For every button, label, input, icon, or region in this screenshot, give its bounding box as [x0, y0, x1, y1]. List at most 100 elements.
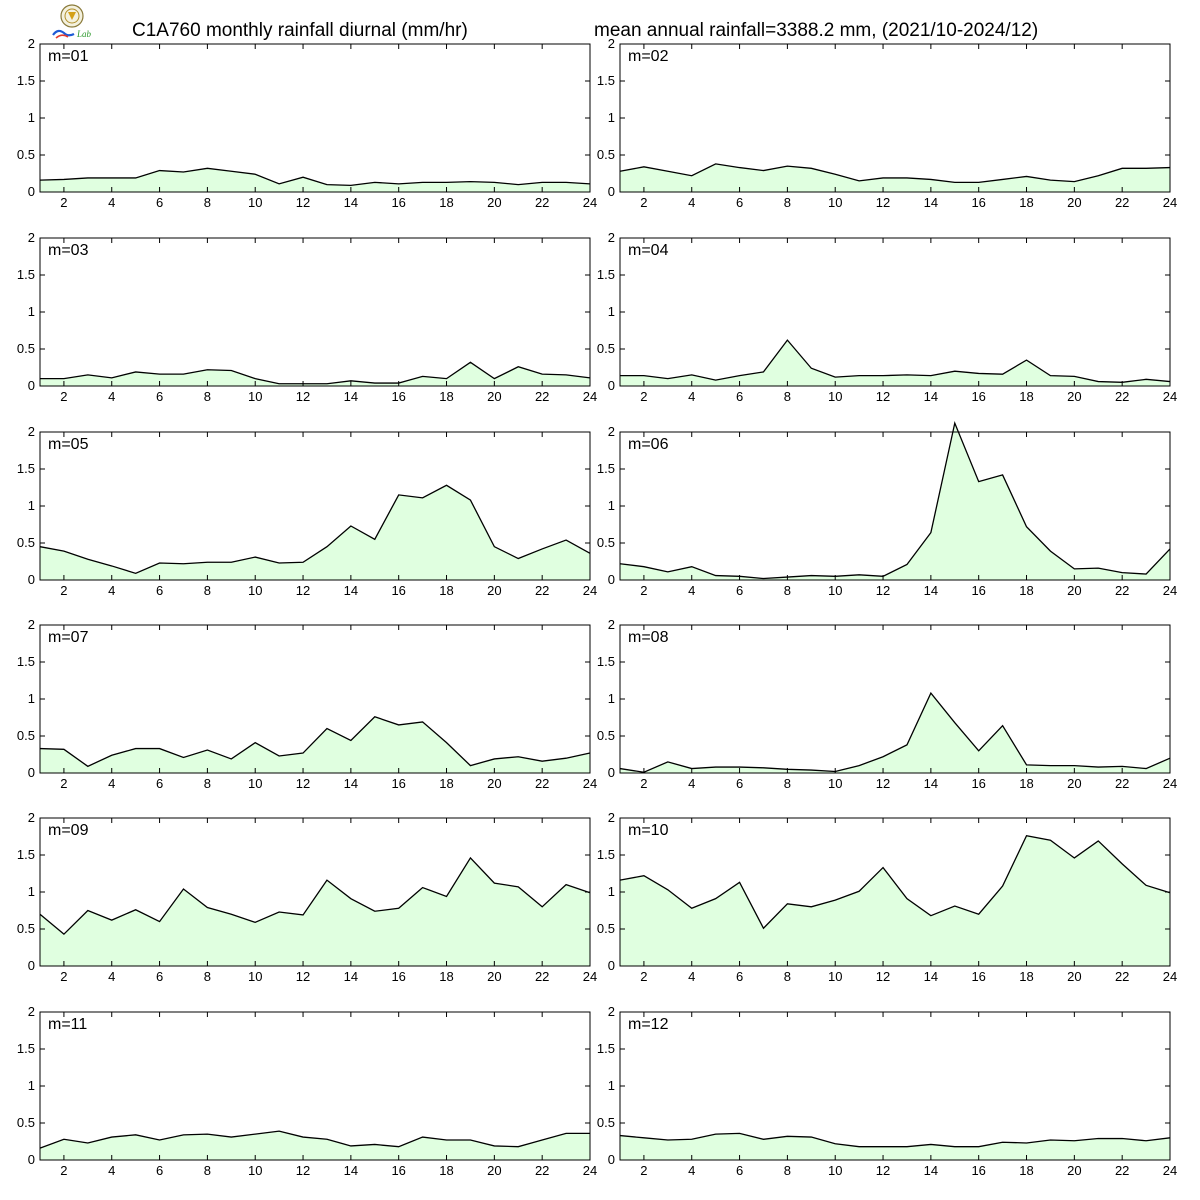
month-label: m=11	[48, 1016, 87, 1033]
x-tick-label: 16	[391, 1163, 405, 1178]
y-tick-label: 2	[28, 1004, 35, 1019]
x-tick-label: 8	[204, 583, 211, 598]
month-label: m=04	[628, 242, 669, 259]
rain-area	[40, 1131, 590, 1160]
y-tick-label: 0	[608, 378, 615, 393]
x-tick-label: 12	[296, 776, 310, 791]
panel-m-03: 00.511.522 4 6 8 10 12 14 16 18 20 22 24m=03	[17, 230, 597, 404]
x-tick-label: 24	[1163, 389, 1177, 404]
y-tick-label: 0.5	[17, 1115, 35, 1130]
x-tick-label: 22	[1115, 389, 1129, 404]
month-label: m=07	[48, 629, 89, 646]
y-tick-label: 1	[28, 691, 35, 706]
x-tick-label: 24	[583, 1163, 597, 1178]
x-tick-label: 18	[439, 583, 453, 598]
x-tick-label: 18	[439, 195, 453, 210]
x-tick-label: 22	[535, 969, 549, 984]
y-tick-label: 1.5	[17, 654, 35, 669]
y-tick-label: 2	[608, 230, 615, 245]
logo-seal-emblem	[68, 12, 76, 20]
y-tick-label: 0.5	[17, 341, 35, 356]
x-tick-label: 10	[828, 776, 842, 791]
x-tick-label: 6	[156, 776, 163, 791]
x-tick-label: 22	[535, 389, 549, 404]
x-tick-label: 16	[391, 583, 405, 598]
x-tick-label: 20	[487, 195, 501, 210]
x-tick-label: 12	[876, 776, 890, 791]
x-tick-label: 4	[108, 776, 115, 791]
y-tick-label: 2	[608, 1004, 615, 1019]
x-tick-label: 10	[828, 195, 842, 210]
x-tick-label: 10	[248, 389, 262, 404]
x-tick-label: 10	[248, 195, 262, 210]
x-tick-label: 12	[876, 195, 890, 210]
x-tick-label: 14	[344, 776, 358, 791]
plot-frame	[619, 431, 1171, 581]
y-tick-label: 0.5	[597, 147, 615, 162]
x-tick-label: 2	[60, 389, 67, 404]
panel-m-05: 00.511.522 4 6 8 10 12 14 16 18 20 22 24m=05	[17, 424, 597, 598]
month-label: m=09	[48, 822, 89, 839]
x-tick-label: 2	[60, 1163, 67, 1178]
month-label: m=03	[48, 242, 89, 259]
x-tick-label: 18	[1019, 1163, 1033, 1178]
y-tick-label: 0.5	[597, 728, 615, 743]
y-tick-label: 0	[608, 184, 615, 199]
rain-area	[40, 168, 590, 192]
x-tick-label: 6	[736, 969, 743, 984]
x-tick-label: 16	[971, 1163, 985, 1178]
plot-frame	[39, 237, 591, 387]
x-tick-label: 2	[60, 195, 67, 210]
x-tick-label: 18	[1019, 969, 1033, 984]
x-tick-label: 4	[108, 583, 115, 598]
x-tick-label: 22	[1115, 969, 1129, 984]
y-tick-label: 0	[608, 958, 615, 973]
rain-line	[619, 835, 1171, 930]
month-label: m=10	[628, 822, 669, 839]
x-tick-label: 8	[784, 583, 791, 598]
y-tick-label: 0	[28, 572, 35, 587]
x-tick-label: 2	[640, 583, 647, 598]
x-tick-label: 24	[1163, 969, 1177, 984]
x-tick-label: 20	[1067, 583, 1081, 598]
x-tick-label: 18	[439, 776, 453, 791]
x-tick-label: 16	[971, 583, 985, 598]
x-tick-label: 22	[1115, 776, 1129, 791]
x-tick-label: 18	[1019, 583, 1033, 598]
x-tick-label: 6	[736, 195, 743, 210]
x-tick-label: 4	[688, 583, 695, 598]
month-label: m=01	[48, 48, 89, 65]
x-tick-label: 2	[640, 389, 647, 404]
rain-area	[40, 716, 590, 773]
x-tick-label: 16	[971, 969, 985, 984]
month-label: m=08	[628, 629, 669, 646]
logo-swoosh-red	[55, 34, 69, 39]
x-tick-label: 6	[156, 195, 163, 210]
x-tick-label: 6	[736, 776, 743, 791]
x-tick-label: 2	[60, 583, 67, 598]
x-tick-label: 22	[1115, 195, 1129, 210]
x-tick-label: 20	[487, 776, 501, 791]
x-tick-label: 24	[1163, 583, 1177, 598]
y-tick-label: 2	[28, 230, 35, 245]
x-tick-label: 8	[204, 389, 211, 404]
x-tick-label: 6	[736, 1163, 743, 1178]
x-tick-label: 8	[204, 776, 211, 791]
x-tick-label: 22	[535, 195, 549, 210]
x-tick-label: 8	[784, 389, 791, 404]
x-tick-label: 24	[1163, 195, 1177, 210]
rain-area	[620, 693, 1170, 773]
y-tick-label: 2	[608, 617, 615, 632]
x-tick-label: 14	[924, 195, 938, 210]
rain-line	[619, 163, 1171, 184]
panel-m-10: 00.511.522 4 6 8 10 12 14 16 18 20 22 24m=10	[597, 810, 1177, 984]
y-tick-label: 0	[608, 765, 615, 780]
x-tick-label: 24	[1163, 1163, 1177, 1178]
x-tick-label: 6	[156, 969, 163, 984]
x-tick-label: 14	[344, 969, 358, 984]
rain-area	[40, 857, 590, 966]
rain-area	[620, 835, 1170, 966]
x-tick-label: 6	[736, 389, 743, 404]
y-tick-label: 1.5	[597, 847, 615, 862]
